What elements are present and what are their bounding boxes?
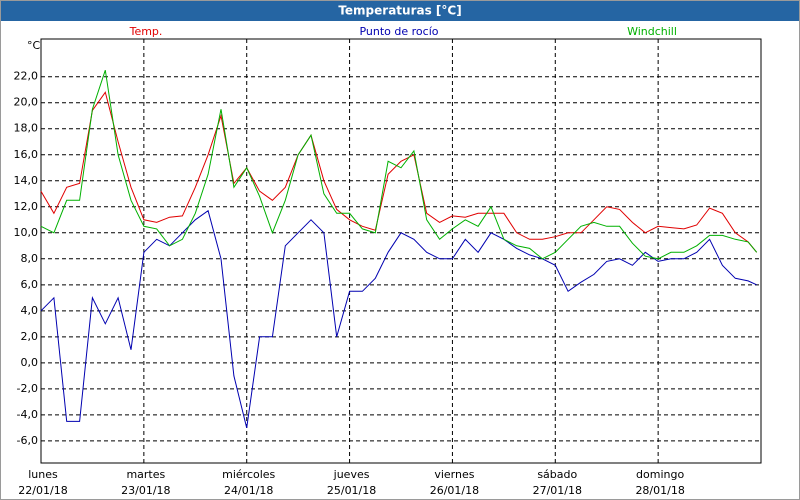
chart-title: Temperaturas [°C] bbox=[338, 4, 461, 18]
x-tick-date: 22/01/18 bbox=[18, 484, 67, 497]
y-tick-label: 16,0 bbox=[14, 148, 39, 161]
x-tick-date: 27/01/18 bbox=[533, 484, 582, 497]
y-tick-label: 22,0 bbox=[14, 70, 39, 83]
series-line bbox=[40, 70, 758, 260]
y-unit: °C bbox=[27, 39, 41, 52]
x-tick-label: miércoles bbox=[222, 468, 275, 481]
x-tick-label: martes bbox=[126, 468, 165, 481]
y-tick-label: 12,0 bbox=[14, 200, 39, 213]
x-tick-label: viernes bbox=[434, 468, 474, 481]
y-tick-label: 18,0 bbox=[14, 122, 39, 135]
x-tick-date: 28/01/18 bbox=[635, 484, 684, 497]
x-tick-label: sábado bbox=[537, 468, 577, 481]
y-tick-label: -4,0 bbox=[17, 408, 38, 421]
y-tick-label: 14,0 bbox=[14, 174, 39, 187]
y-tick-label: 8,0 bbox=[21, 252, 39, 265]
plot-frame bbox=[40, 38, 762, 464]
y-tick-label: -2,0 bbox=[17, 382, 38, 395]
y-tick-label: 4,0 bbox=[21, 304, 39, 317]
x-tick-date: 25/01/18 bbox=[327, 484, 376, 497]
series-line bbox=[40, 91, 758, 253]
series-line bbox=[40, 209, 757, 429]
x-tick-date: 26/01/18 bbox=[430, 484, 479, 497]
x-tick-label: jueves bbox=[333, 468, 370, 481]
y-tick-label: -6,0 bbox=[17, 434, 38, 447]
x-tick-date: 24/01/18 bbox=[224, 484, 273, 497]
x-tick-label: lunes bbox=[28, 468, 58, 481]
y-tick-label: 20,0 bbox=[14, 96, 39, 109]
title-bar bbox=[1, 1, 799, 21]
y-tick-label: 2,0 bbox=[21, 330, 39, 343]
y-tick-label: 0,0 bbox=[21, 356, 39, 369]
y-tick-label: 10,0 bbox=[14, 226, 39, 239]
x-tick-date: 23/01/18 bbox=[121, 484, 170, 497]
legend-label: Temp. bbox=[129, 25, 163, 38]
legend-label: Punto de rocío bbox=[359, 25, 438, 38]
legend-label: Windchill bbox=[627, 25, 677, 38]
y-tick-label: 6,0 bbox=[21, 278, 39, 291]
x-tick-label: domingo bbox=[636, 468, 684, 481]
